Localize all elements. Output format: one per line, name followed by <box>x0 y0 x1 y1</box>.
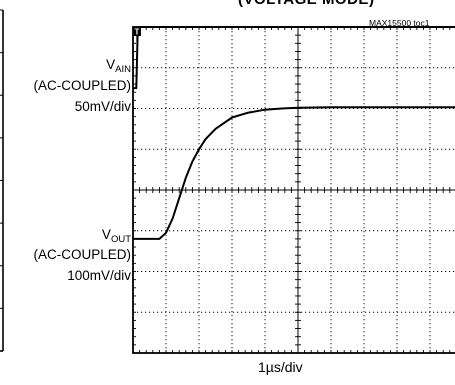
x-axis-label: 1µs/div <box>258 359 303 375</box>
vout-scale-label: 100mV/div <box>67 268 131 283</box>
figure-tag: MAX15500 toc1 <box>369 18 430 28</box>
trace-vain <box>133 26 455 90</box>
trigger-letter: T <box>135 28 140 37</box>
vain-name-sub: AIN <box>115 64 131 75</box>
vain-coupling-label: (AC-COUPLED) <box>33 78 131 93</box>
previous-figure-edge <box>0 9 4 352</box>
vout-coupling-label: (AC-COUPLED) <box>33 247 131 262</box>
vout-name-main: V <box>101 227 111 242</box>
trace-vout <box>133 106 455 240</box>
vain-channel-name: VAIN <box>106 55 131 76</box>
traces <box>133 26 455 240</box>
vain-name-main: V <box>106 57 116 72</box>
trigger-box <box>132 27 141 36</box>
vain-scale-label: 50mV/div <box>74 99 131 114</box>
vout-name-sub: OUT <box>110 234 131 245</box>
chart-title: (VOLTAGE MODE) <box>238 0 374 8</box>
trigger-marker: T <box>132 27 141 41</box>
vout-channel-name: VOUT <box>102 225 131 246</box>
